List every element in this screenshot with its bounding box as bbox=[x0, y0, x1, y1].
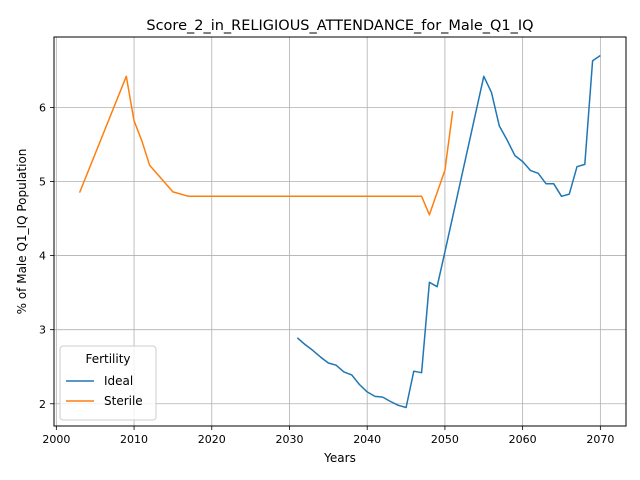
y-tick-label: 4 bbox=[39, 250, 46, 263]
legend-title: Fertility bbox=[85, 352, 130, 366]
legend: Fertility Ideal Sterile bbox=[59, 345, 157, 421]
x-tick-label: 2020 bbox=[198, 433, 226, 446]
x-axis: 2000 2010 2020 2030 2040 2050 2060 2070 bbox=[42, 426, 614, 446]
chart-title: Score_2_in_RELIGIOUS_ATTENDANCE_for_Male… bbox=[146, 18, 533, 34]
x-tick-label: 2030 bbox=[275, 433, 303, 446]
series-line-sterile bbox=[78, 75, 454, 216]
grid-lines bbox=[54, 37, 626, 426]
legend-label-sterile: Sterile bbox=[104, 394, 143, 408]
x-tick-label: 2000 bbox=[42, 433, 70, 446]
y-axis-label: % of Male Q1_IQ Population bbox=[15, 149, 29, 315]
y-axis: 2 3 4 5 6 bbox=[39, 101, 54, 411]
x-tick-label: 2050 bbox=[431, 433, 459, 446]
plot-frame bbox=[53, 36, 627, 427]
y-tick-label: 6 bbox=[39, 101, 46, 114]
series-line-ideal bbox=[296, 54, 601, 409]
series-lines bbox=[78, 54, 601, 409]
x-tick-label: 2060 bbox=[509, 433, 537, 446]
y-tick-label: 5 bbox=[39, 175, 46, 188]
x-tick-label: 2040 bbox=[353, 433, 381, 446]
x-axis-label: Years bbox=[323, 451, 356, 465]
x-tick-label: 2070 bbox=[586, 433, 614, 446]
y-tick-label: 3 bbox=[39, 324, 46, 337]
x-tick-label: 2010 bbox=[120, 433, 148, 446]
legend-label-ideal: Ideal bbox=[104, 374, 133, 388]
y-tick-label: 2 bbox=[39, 398, 46, 411]
